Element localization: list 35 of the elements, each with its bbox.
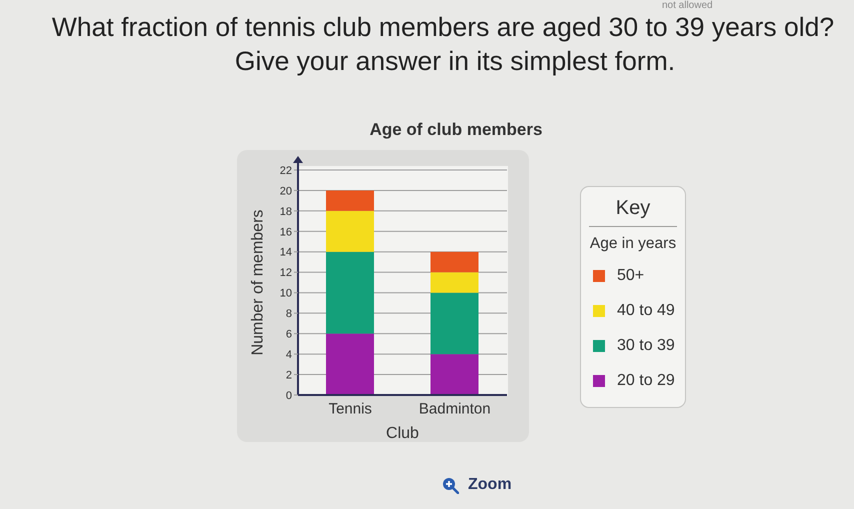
bar <box>326 252 374 334</box>
text: Zoom <box>468 476 512 494</box>
bar <box>326 190 374 211</box>
chart-title: Age of club members <box>370 120 542 139</box>
bar <box>430 272 478 293</box>
y-tick-label: 16 <box>280 226 292 238</box>
y-tick-label: 20 <box>280 185 292 198</box>
bar <box>326 210 374 252</box>
text: What fraction of tennis club members are aged 30 to 39 years old? <box>52 12 834 42</box>
y-tick-label: 22 <box>280 164 292 177</box>
bar <box>326 334 374 395</box>
legend-title: Age in years <box>590 235 676 252</box>
y-tick-label: 12 <box>280 267 292 280</box>
text: Give your answer in its simplest form. <box>234 46 676 76</box>
x-tick-label: Badminton <box>418 400 491 418</box>
y-tick-label: 4 <box>286 348 292 361</box>
y-tick-label: 10 <box>280 288 292 300</box>
y-tick-label: 14 <box>280 246 292 259</box>
y-tick-label: 2 <box>286 369 292 382</box>
bar <box>430 354 478 395</box>
y-tick-label: 6 <box>286 328 292 341</box>
y-tick-label: 18 <box>280 206 292 218</box>
y-axis-title: Number of members <box>250 210 267 356</box>
text: Key <box>616 197 650 219</box>
legend-label: 30 to 39 <box>617 337 675 355</box>
legend-label: 40 to 49 <box>617 302 675 320</box>
text: not allowed <box>662 0 713 11</box>
legend-label: 50+ <box>617 267 644 285</box>
legend-label: 20 to 29 <box>617 372 675 390</box>
bar <box>430 252 478 272</box>
y-tick-label: 0 <box>286 390 292 402</box>
x-axis-title: Club <box>386 425 420 442</box>
x-tick-label: Tennis <box>328 400 372 418</box>
bar <box>430 292 478 354</box>
y-tick-label: 8 <box>286 308 292 320</box>
